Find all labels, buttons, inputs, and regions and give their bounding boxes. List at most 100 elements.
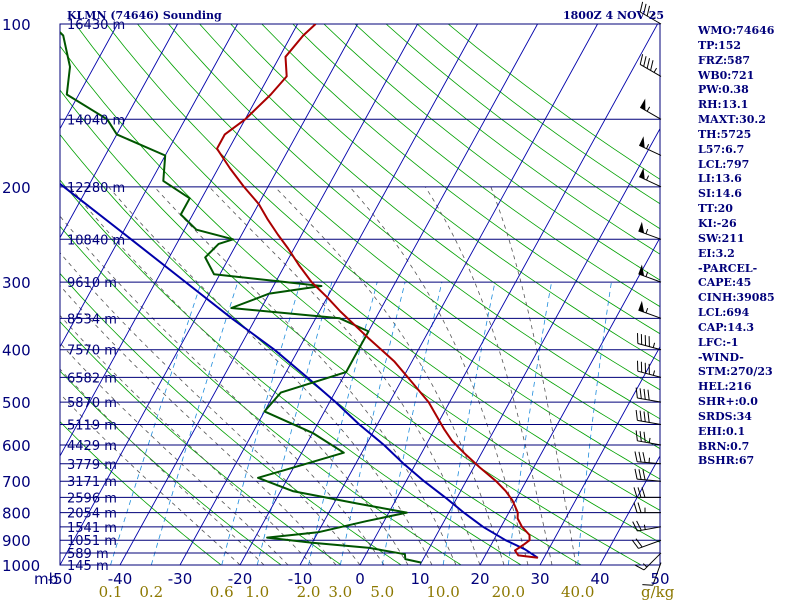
index-value: WMO:74646 — [698, 24, 775, 37]
mixing-ratio-label: 20.0 — [492, 583, 525, 600]
index-value: CAP:14.3 — [698, 320, 755, 334]
wind-barb — [638, 300, 662, 319]
height-label: 2596 m — [67, 491, 117, 506]
index-value: SW:211 — [698, 231, 745, 245]
pressure-tick-label: 100 — [2, 16, 31, 34]
wind-barb — [635, 409, 662, 426]
temperature-tick-label: -50 — [48, 570, 73, 588]
height-label: 14040 m — [67, 113, 125, 128]
index-value: CAPE:45 — [698, 276, 752, 290]
height-label: 5870 m — [67, 396, 117, 411]
isotherms — [60, 24, 660, 565]
dry-adiabats — [60, 24, 660, 565]
isotherm-line — [239, 24, 538, 565]
height-label: 3171 m — [67, 475, 117, 490]
mixing-ratio-line — [577, 282, 612, 565]
moist-adiabat-line — [60, 342, 289, 565]
index-value: KI:-26 — [698, 216, 737, 230]
mixing-ratio-unit-label: g/kg — [641, 583, 675, 600]
index-value: SI:14.6 — [698, 187, 742, 201]
indices-panel: WMO:74646 TP:152 FRZ:587 WB0:721 PW:0.38 RH:1… — [698, 24, 798, 469]
wind-barb — [637, 333, 662, 351]
index-value: TP:152 — [698, 38, 742, 52]
index-value: RH:13.1 — [698, 98, 749, 112]
wind-barb — [642, 562, 662, 586]
pressure-tick-label: 400 — [2, 342, 31, 360]
profiles — [60, 24, 539, 564]
mixing-ratio-line — [308, 281, 378, 565]
index-value: -PARCEL- — [698, 261, 758, 275]
index-value: WB0:721 — [698, 68, 755, 82]
isotherm-line — [60, 24, 118, 130]
mixing-ratio-label: 5.0 — [370, 583, 394, 600]
index-value: EHI:0.1 — [698, 424, 746, 438]
wind-barb — [639, 136, 662, 156]
mixing-ratio-line — [507, 282, 552, 565]
wind-barb — [635, 430, 662, 446]
dry-adiabat-line — [74, 24, 660, 511]
mixing-ratio-label: 10.0 — [426, 583, 459, 600]
wind-barb — [639, 1, 662, 25]
height-label: 2054 m — [67, 507, 117, 522]
temperature-tick-label: 40 — [590, 570, 609, 588]
height-label: 7570 m — [67, 344, 117, 359]
moist-adiabat-line — [69, 186, 409, 565]
mixing-ratio-label: 0.1 — [99, 583, 123, 600]
index-value: SRDS:34 — [698, 409, 752, 423]
index-value: LCL:797 — [698, 157, 750, 171]
height-label: 3779 m — [67, 458, 117, 473]
moist-adiabat-line — [60, 368, 265, 565]
mixing-ratio-label: 1.0 — [245, 583, 269, 600]
index-value: CINH:39085 — [698, 291, 775, 305]
mixing-ratio-label: 0.2 — [139, 583, 163, 600]
isotherm-line — [299, 24, 598, 565]
index-value: TH:5725 — [698, 127, 752, 141]
pressure-tick-label: 600 — [2, 437, 31, 455]
isotherm-line — [419, 127, 660, 565]
temperature-tick-label: -10 — [288, 570, 313, 588]
height-label: 145 m — [67, 559, 109, 574]
wind-barbs — [631, 1, 662, 586]
isotherm-line — [60, 24, 238, 348]
isotherm-line — [60, 24, 298, 457]
mixing-ratio-line — [150, 281, 239, 565]
moist-adiabat-line — [60, 215, 385, 565]
isotherm-line — [599, 454, 660, 565]
temperature-tick-label: 0 — [355, 570, 365, 588]
moist-adiabat-line — [209, 186, 481, 565]
mixing-ratio-label: 2.0 — [297, 583, 321, 600]
index-value: LI:13.6 — [698, 172, 742, 186]
index-value: EI:3.2 — [698, 246, 735, 260]
index-value: MAXT:30.2 — [698, 113, 766, 127]
height-label: 5119 m — [67, 419, 117, 434]
height-label: 10840 m — [67, 233, 125, 248]
temperature-tick-label: -20 — [228, 570, 253, 588]
height-label: 12280 m — [67, 181, 125, 196]
index-value: TT:20 — [698, 202, 733, 216]
wind-barb — [634, 451, 662, 465]
wind-barb — [639, 54, 662, 77]
moist-adiabat-line — [60, 252, 361, 565]
pressure-tick-label: 200 — [2, 179, 31, 197]
dry-adiabat-line — [106, 24, 660, 480]
height-label: 6582 m — [67, 371, 117, 386]
height-label: 8534 m — [67, 312, 117, 327]
wind-barb — [634, 468, 662, 482]
height-label: 1051 m — [67, 534, 117, 549]
mixing-ratio-line — [256, 281, 333, 565]
index-value: LCL:694 — [698, 306, 750, 320]
isotherm-line — [539, 345, 660, 565]
moist-adiabat-line — [490, 186, 577, 565]
index-value: L57:6.7 — [698, 142, 745, 156]
index-value: SHR+:0.0 — [698, 395, 758, 409]
height-label: 4429 m — [67, 439, 117, 454]
pressure-tick-label: 900 — [2, 532, 31, 550]
isobars — [59, 23, 661, 566]
wind-barb — [635, 387, 662, 403]
moist-adiabat-line — [274, 186, 505, 565]
pressure-axis-label: mb — [34, 570, 58, 588]
index-value: BRN:0.7 — [698, 439, 750, 453]
plot-frame — [59, 23, 661, 566]
temperature-tick-label: 30 — [530, 570, 549, 588]
